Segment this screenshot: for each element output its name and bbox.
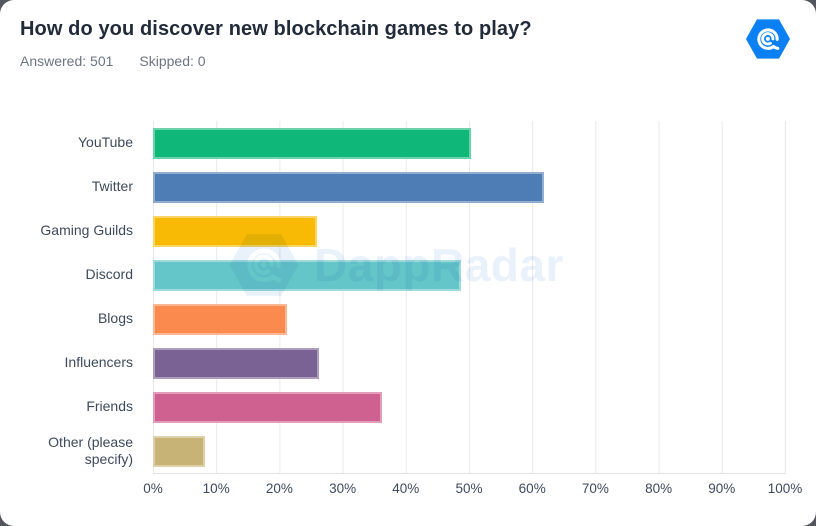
x-tick-0pct: 0% <box>143 481 163 496</box>
category-label-gaming-guilds: Gaming Guilds <box>40 222 133 239</box>
skipped-count: Skipped: 0 <box>139 53 206 69</box>
x-axis-tick-labels: 0% 10% 20% 30% 40% 50% 60% 70% 80% 90% 100% <box>143 481 802 503</box>
answered-count: Answered: 501 <box>20 53 114 69</box>
x-tick-40pct: 40% <box>392 481 420 496</box>
bar-discord <box>153 260 461 291</box>
x-tick-70pct: 70% <box>581 481 609 496</box>
bar-gaming-guilds <box>153 216 317 247</box>
y-axis-labels: YouTube Twitter Gaming Guilds Discord Blogs I… <box>0 121 143 473</box>
category-label-other-please-specify: Other (please specify) <box>48 433 133 467</box>
x-tick-10pct: 10% <box>202 481 230 496</box>
page-title: How do you discover new blockchain games… <box>20 18 532 40</box>
x-tick-50pct: 50% <box>455 481 483 496</box>
category-label-discord: Discord <box>85 266 133 283</box>
bar-twitter <box>153 172 545 203</box>
x-tick-20pct: 20% <box>265 481 293 496</box>
x-tick-100pct: 100% <box>767 481 803 496</box>
bar-influencers <box>153 348 320 379</box>
bar-other-please-specify <box>153 436 205 467</box>
category-label-youtube: YouTube <box>77 134 133 151</box>
bar-blogs <box>153 304 287 335</box>
x-tick-60pct: 60% <box>518 481 546 496</box>
bar-friends <box>153 392 383 423</box>
x-tick-30pct: 30% <box>329 481 357 496</box>
chart-header: How do you discover new blockchain games… <box>20 18 726 69</box>
category-label-influencers: Influencers <box>64 354 133 371</box>
category-label-friends: Friends <box>86 398 133 415</box>
category-label-twitter: Twitter <box>91 178 133 195</box>
dappradar-logo-icon <box>745 19 791 59</box>
response-stats: Answered: 501 Skipped: 0 <box>20 53 726 69</box>
x-tick-90pct: 90% <box>708 481 736 496</box>
x-tick-80pct: 80% <box>645 481 673 496</box>
bar-youtube <box>153 128 471 159</box>
category-label-blogs: Blogs <box>97 310 133 327</box>
plot-area: DappRadar <box>153 121 786 474</box>
